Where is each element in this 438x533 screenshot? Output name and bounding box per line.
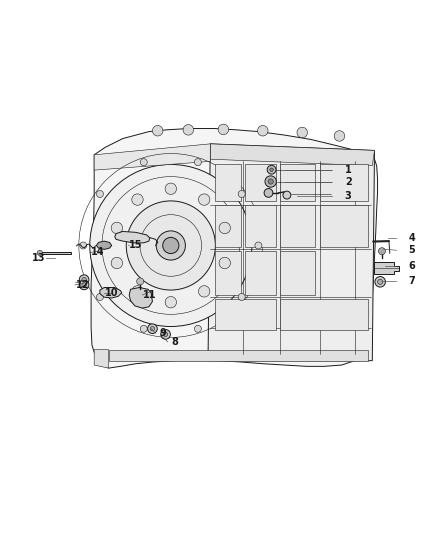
Circle shape: [150, 327, 155, 331]
Polygon shape: [210, 144, 374, 166]
Circle shape: [111, 222, 123, 233]
Text: 14: 14: [91, 247, 104, 257]
Polygon shape: [39, 252, 71, 254]
Text: 8: 8: [172, 337, 179, 347]
Circle shape: [297, 127, 307, 138]
Text: 10: 10: [105, 288, 118, 298]
Circle shape: [126, 201, 215, 290]
Polygon shape: [96, 241, 112, 249]
Polygon shape: [94, 144, 210, 170]
Polygon shape: [280, 205, 315, 247]
Circle shape: [378, 248, 385, 255]
Polygon shape: [245, 164, 276, 201]
Circle shape: [283, 191, 291, 199]
Text: 13: 13: [32, 253, 45, 263]
Circle shape: [82, 278, 86, 282]
Circle shape: [82, 282, 86, 287]
Circle shape: [194, 325, 201, 332]
Polygon shape: [245, 251, 276, 295]
Circle shape: [238, 190, 245, 198]
Polygon shape: [100, 287, 122, 298]
Circle shape: [152, 125, 163, 136]
Circle shape: [90, 165, 252, 327]
Polygon shape: [94, 350, 109, 368]
Circle shape: [194, 159, 201, 166]
Text: 1: 1: [345, 165, 352, 175]
Circle shape: [198, 286, 210, 297]
Polygon shape: [109, 350, 368, 361]
Circle shape: [132, 194, 143, 205]
Circle shape: [219, 222, 230, 233]
Circle shape: [156, 231, 185, 260]
Circle shape: [218, 124, 229, 135]
Text: 5: 5: [408, 245, 415, 255]
Circle shape: [111, 257, 123, 269]
Polygon shape: [115, 231, 150, 243]
Circle shape: [79, 275, 89, 285]
Polygon shape: [208, 144, 374, 361]
Circle shape: [165, 183, 177, 195]
Circle shape: [334, 131, 345, 141]
Text: 9: 9: [159, 328, 166, 338]
Circle shape: [264, 189, 273, 197]
Polygon shape: [215, 251, 241, 295]
Text: 12: 12: [76, 280, 89, 290]
Circle shape: [198, 194, 210, 205]
Polygon shape: [215, 300, 276, 330]
Text: 4: 4: [408, 233, 415, 243]
Polygon shape: [215, 205, 241, 247]
Circle shape: [163, 332, 168, 336]
Polygon shape: [280, 251, 315, 295]
Circle shape: [258, 125, 268, 136]
Polygon shape: [280, 164, 315, 201]
Polygon shape: [91, 128, 378, 368]
Circle shape: [165, 296, 177, 308]
Circle shape: [132, 286, 143, 297]
Circle shape: [267, 165, 276, 174]
Circle shape: [37, 251, 42, 255]
Polygon shape: [320, 164, 368, 201]
Circle shape: [79, 280, 89, 290]
Text: 7: 7: [408, 276, 415, 286]
Circle shape: [140, 325, 147, 332]
Circle shape: [183, 125, 194, 135]
Circle shape: [270, 168, 273, 172]
Circle shape: [268, 179, 273, 184]
Circle shape: [161, 329, 170, 339]
Circle shape: [96, 294, 103, 301]
Circle shape: [255, 242, 262, 249]
Text: 11: 11: [143, 290, 156, 300]
Circle shape: [378, 279, 383, 285]
Polygon shape: [374, 262, 399, 274]
Circle shape: [140, 159, 147, 166]
Circle shape: [148, 324, 157, 334]
Text: 15: 15: [129, 240, 142, 251]
Circle shape: [137, 278, 144, 285]
Circle shape: [375, 277, 385, 287]
Circle shape: [162, 237, 179, 254]
Circle shape: [265, 176, 276, 187]
Polygon shape: [245, 205, 276, 247]
Polygon shape: [215, 164, 241, 201]
Circle shape: [96, 190, 103, 198]
Polygon shape: [320, 205, 368, 247]
Circle shape: [238, 294, 245, 301]
Circle shape: [219, 257, 230, 269]
Polygon shape: [280, 300, 368, 330]
Text: 6: 6: [408, 261, 415, 271]
Polygon shape: [129, 287, 152, 308]
Text: 2: 2: [345, 177, 352, 187]
Circle shape: [80, 242, 87, 249]
Text: 3: 3: [345, 190, 352, 200]
